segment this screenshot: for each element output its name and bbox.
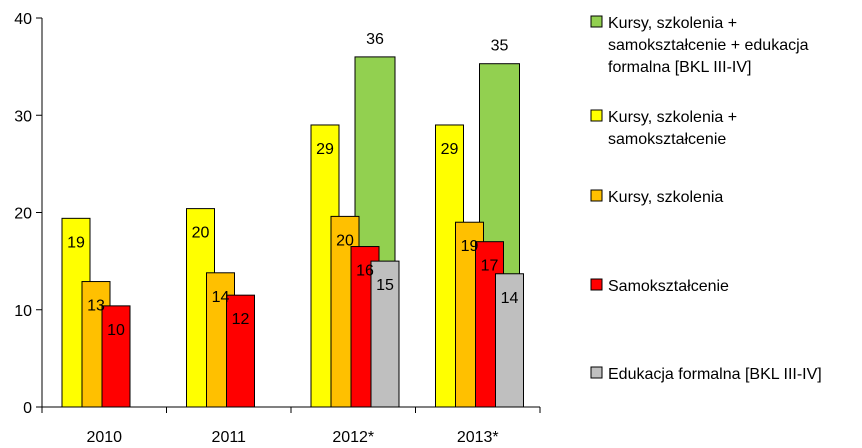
data-label-samoksztalcenie-0: 10 xyxy=(107,322,125,339)
bar-edukacja_formalna-3 xyxy=(495,273,524,408)
data-label-edukacja_formalna-3: 14 xyxy=(501,290,519,307)
y-tick-label-3: 30 xyxy=(14,108,32,125)
data-label-edukacja_formalna-2: 15 xyxy=(376,277,394,294)
data-label-wszystko-3: 35 xyxy=(491,38,509,55)
data-label-wszystko-2: 36 xyxy=(366,31,384,48)
legend-label-wszystko-2: formalna [BKL III-IV] xyxy=(608,59,751,76)
legend-swatch-kursy_szkolenia_samoksztalcenie xyxy=(590,109,603,122)
legend-swatch-wszystko xyxy=(590,15,603,28)
data-label-samoksztalcenie-3: 17 xyxy=(481,258,499,275)
x-tick-label-2: 2012* xyxy=(332,429,374,446)
legend-label-wszystko-1: samokształcenie + edukacja xyxy=(608,37,809,54)
x-tick-label-0: 2010 xyxy=(86,429,122,446)
legend-label-kursy_szkolenia_samoksztalcenie-1: samokształcenie xyxy=(608,131,726,148)
data-label-kursy_szkolenia_samoksztalcenie-3: 29 xyxy=(441,141,459,158)
data-label-kursy_szkolenia-3: 19 xyxy=(461,238,479,255)
bar-edukacja_formalna-2 xyxy=(370,260,400,408)
legend-swatch-edukacja_formalna xyxy=(590,366,603,379)
data-label-samoksztalcenie-1: 12 xyxy=(232,311,250,328)
data-label-kursy_szkolenia-0: 13 xyxy=(87,298,105,315)
legend-label-wszystko-0: Kursy, szkolenia + xyxy=(608,15,737,32)
chart-axes xyxy=(36,17,541,413)
legend-label-edukacja_formalna-0: Edukacja formalna [BKL III-IV] xyxy=(608,366,822,383)
y-tick-label-1: 10 xyxy=(14,303,32,320)
data-label-samoksztalcenie-2: 16 xyxy=(356,263,374,280)
data-label-kursy_szkolenia_samoksztalcenie-0: 19 xyxy=(67,234,85,251)
bars-front xyxy=(61,124,524,408)
y-tick-label-4: 40 xyxy=(14,11,32,28)
legend: Kursy, szkolenia + samokształcenie + eduk… xyxy=(590,15,822,383)
legend-swatch-samoksztalcenie xyxy=(590,278,603,291)
bar-samoksztalcenie-1 xyxy=(226,294,255,408)
x-tick-label-1: 2011 xyxy=(212,429,247,446)
data-label-kursy_szkolenia_samoksztalcenie-1: 20 xyxy=(192,225,210,242)
legend-label-kursy_szkolenia-0: Kursy, szkolenia xyxy=(608,189,723,206)
legend-swatch-kursy_szkolenia xyxy=(590,189,603,202)
data-label-kursy_szkolenia-1: 14 xyxy=(212,289,230,306)
y-tick-label-0: 0 xyxy=(23,400,32,417)
data-label-kursy_szkolenia-2: 20 xyxy=(336,232,354,249)
legend-label-kursy_szkolenia_samoksztalcenie-0: Kursy, szkolenia + xyxy=(608,109,737,126)
data-label-kursy_szkolenia_samoksztalcenie-2: 29 xyxy=(316,141,334,158)
x-tick-label-3: 2013* xyxy=(457,429,499,446)
y-tick-label-2: 20 xyxy=(14,206,32,223)
legend-label-samoksztalcenie-0: Samokształcenie xyxy=(608,278,729,295)
